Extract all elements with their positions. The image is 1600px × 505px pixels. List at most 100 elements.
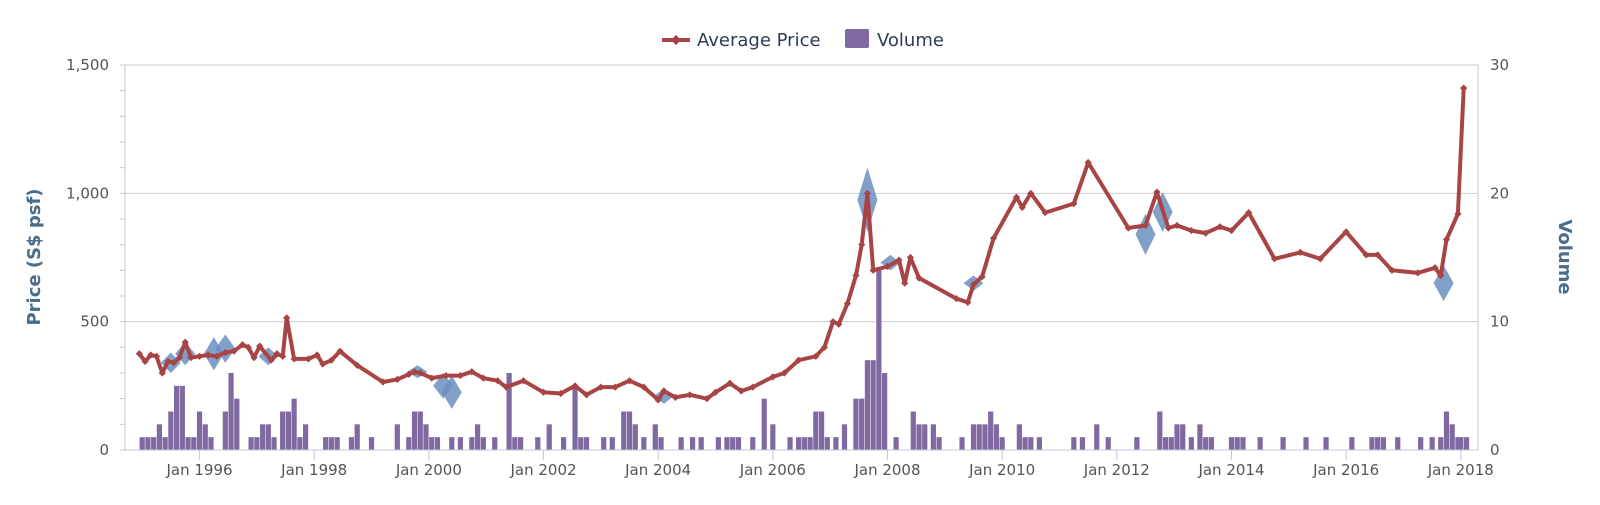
price-point — [1437, 271, 1445, 280]
price-point — [1084, 158, 1092, 167]
x-tick-label: Jan 2016 — [1312, 461, 1379, 479]
volume-bar — [1395, 437, 1401, 450]
price-point — [812, 352, 820, 360]
x-tick-label: Jan 2018 — [1427, 461, 1494, 479]
price-point — [906, 253, 915, 262]
volume-bar — [368, 437, 375, 450]
price-point — [625, 377, 634, 385]
price-point — [703, 395, 711, 403]
price-range-series — [160, 167, 1454, 409]
price-point — [863, 189, 872, 197]
price-point — [1070, 200, 1078, 208]
price-point — [405, 370, 413, 378]
volume-bar — [185, 437, 191, 450]
price-point — [597, 383, 605, 391]
volume-bar — [1203, 437, 1209, 450]
price-point — [238, 341, 247, 349]
volume-bar — [807, 437, 813, 450]
volume-bar — [434, 437, 441, 450]
volume-bar — [280, 411, 286, 450]
price-point — [135, 350, 143, 358]
right-tick-label: 30 — [1490, 56, 1509, 74]
volume-bar — [228, 373, 234, 450]
price-point — [187, 354, 195, 362]
price-point — [175, 354, 184, 362]
price-point — [1041, 208, 1049, 217]
x-tick-label: Jan 2012 — [1083, 461, 1150, 479]
volume-bar — [222, 411, 228, 450]
volume-bar — [202, 424, 208, 450]
x-tick-label: Jan 2006 — [739, 461, 806, 479]
volume-bar — [750, 437, 756, 450]
volume-bar — [323, 437, 329, 450]
volume-bar — [936, 437, 942, 450]
volume-bar — [449, 437, 455, 450]
legend-price-label: Average Price — [697, 30, 821, 51]
volume-bar — [609, 437, 615, 450]
price-point — [1414, 269, 1422, 277]
price-point — [1173, 221, 1181, 230]
price-point — [267, 356, 275, 364]
price-point — [1296, 248, 1304, 256]
price-point — [952, 294, 960, 303]
volume-bar — [406, 437, 412, 450]
volume-bar — [1458, 437, 1464, 450]
price-point — [858, 241, 866, 249]
volume-bar — [328, 437, 334, 450]
price-point — [901, 279, 909, 287]
volume-bar — [469, 437, 475, 450]
x-tick-label: Jan 2000 — [395, 461, 462, 479]
volume-bar — [348, 437, 355, 450]
price-point — [1442, 235, 1451, 244]
price-point — [780, 369, 788, 377]
volume-bar — [988, 411, 994, 450]
price-point — [147, 351, 155, 359]
volume-bar — [572, 385, 578, 450]
price-point — [829, 318, 837, 326]
price-point — [502, 383, 510, 391]
price-point — [843, 300, 851, 308]
volume-bar — [139, 437, 145, 450]
volume-bar — [259, 424, 266, 450]
volume-bar — [959, 437, 965, 450]
price-point — [978, 273, 986, 281]
volume-bar — [1188, 437, 1194, 450]
price-point — [273, 350, 281, 358]
price-point — [883, 262, 892, 271]
chart-axes: 0 500 1,000 1,500 0 10 20 30 Jan 1996 Jan 1998 Jan… — [66, 56, 1509, 479]
price-point — [737, 387, 745, 395]
price-point — [686, 391, 694, 399]
legend-volume-swatch — [845, 29, 869, 48]
volume-bar — [1071, 437, 1077, 450]
volume-bar — [302, 424, 309, 450]
volume-bar — [297, 437, 303, 450]
legend-item-volume[interactable]: Volume — [845, 29, 944, 51]
volume-bar — [853, 398, 859, 450]
price-point — [1187, 226, 1195, 235]
price-point — [379, 378, 387, 386]
volume-bar — [1349, 437, 1355, 450]
volume-bar — [1369, 437, 1375, 450]
volume-bar — [970, 424, 977, 450]
volume-bar — [621, 411, 627, 450]
price-point — [795, 356, 803, 364]
price-point — [336, 347, 344, 355]
price-point — [1012, 193, 1021, 201]
volume-bar — [652, 424, 658, 450]
price-point — [1342, 228, 1350, 236]
price-point — [749, 383, 757, 391]
price-point — [654, 396, 662, 404]
chart-legend[interactable]: Average Price Volume — [662, 29, 944, 51]
volume-bar — [285, 411, 291, 450]
volume-bar — [859, 398, 865, 450]
volume-bar — [1208, 437, 1215, 450]
volume-bar — [715, 437, 721, 450]
volume-bar — [1197, 424, 1203, 450]
volume-bar — [248, 437, 254, 450]
volume-bar — [770, 424, 776, 450]
price-point — [313, 351, 321, 359]
price-point — [244, 343, 252, 351]
volume-bar — [982, 424, 988, 450]
volume-bar — [1162, 437, 1169, 450]
legend-item-average-price[interactable]: Average Price — [662, 30, 821, 51]
